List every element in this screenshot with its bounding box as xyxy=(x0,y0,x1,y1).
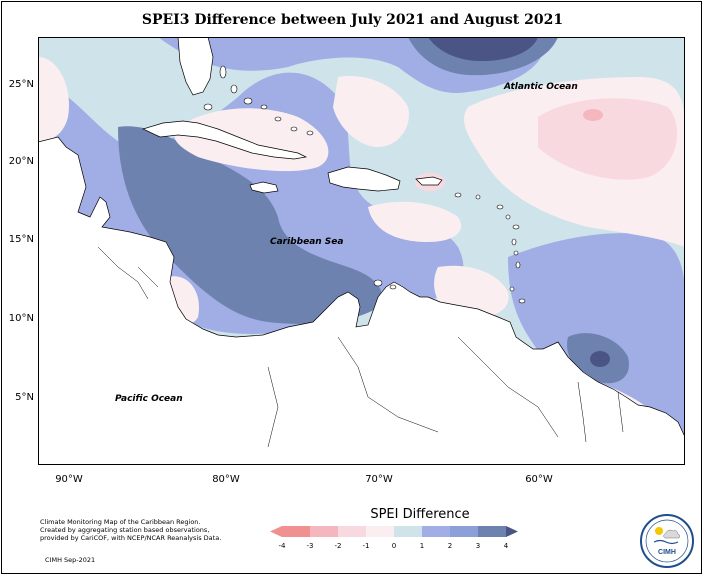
lat-label-20n: 20°N xyxy=(8,156,34,167)
lon-label-60w: 60°W xyxy=(525,474,553,485)
legend-swatch xyxy=(422,526,450,537)
legend-tick-label: 2 xyxy=(448,542,452,550)
caribbean-label: Caribbean Sea xyxy=(270,237,343,247)
map-caption: Climate Monitoring Map of the Caribbean … xyxy=(40,518,221,542)
legend-swatch xyxy=(282,526,310,537)
map-credit: CIMH Sep-2021 xyxy=(45,556,96,564)
logo-text: CIMH xyxy=(658,549,676,556)
legend-tick-label: -1 xyxy=(363,542,370,550)
lat-label-5n: 5°N xyxy=(15,392,34,403)
map-title: SPEI3 Difference between July 2021 and A… xyxy=(141,12,564,28)
legend-arrow-right xyxy=(506,526,518,537)
atlantic-label: Atlantic Ocean xyxy=(503,82,578,92)
pink-zone-atlantic-mid xyxy=(538,98,678,180)
cloud-icon xyxy=(663,529,681,539)
lat-label-10n: 10°N xyxy=(8,313,34,324)
legend-tick-label: -2 xyxy=(335,542,342,550)
land-florida xyxy=(177,37,214,96)
bahamas-islands xyxy=(203,65,314,136)
caption-line: Created by aggregating station based obs… xyxy=(40,526,210,534)
legend-swatch xyxy=(450,526,478,537)
land-cuba xyxy=(142,120,308,160)
legend-arrow-left xyxy=(270,526,282,537)
pink-zone-hispaniola xyxy=(368,201,462,242)
legend-swatch xyxy=(338,526,366,537)
pacific-label: Pacific Ocean xyxy=(115,394,183,404)
legend-ticks: -4 -3 -2 -1 0 1 2 3 4 xyxy=(279,542,509,550)
pink-zone-bahamas xyxy=(333,76,409,147)
lat-label-15n: 15°N xyxy=(8,234,34,245)
land-puerto-rico xyxy=(415,176,443,186)
pink-zone-west-gulf xyxy=(38,57,69,142)
legend-tick-label: -3 xyxy=(307,542,314,550)
land-jamaica xyxy=(249,181,279,194)
legend-swatch xyxy=(310,526,338,537)
lon-label-90w: 90°W xyxy=(55,474,83,485)
spei-map: Atlantic Ocean Caribbean Sea Pacific Oce… xyxy=(38,37,685,465)
legend-tick-label: -4 xyxy=(279,542,287,550)
legend-swatch xyxy=(478,526,506,537)
deepest-zone-north xyxy=(428,37,538,62)
legend-tick-label: 1 xyxy=(420,542,424,550)
color-legend: -4 -3 -2 -1 0 1 2 3 4 xyxy=(270,526,518,550)
caption-line: provided by CariCOF, with NCEP/NCAR Rean… xyxy=(40,534,222,542)
legend-tick-label: 4 xyxy=(504,542,509,550)
legend-swatches xyxy=(270,526,518,537)
caption-line: Climate Monitoring Map of the Caribbean … xyxy=(40,518,201,526)
sun-icon xyxy=(655,527,663,535)
map-border xyxy=(38,37,685,465)
lat-label-25n: 25°N xyxy=(8,79,34,90)
legend-tick-label: 3 xyxy=(476,542,480,550)
pink-zone-atlantic-core xyxy=(583,109,603,121)
legend-tick-label: 0 xyxy=(392,542,396,550)
cimh-logo: CIMH xyxy=(640,514,694,568)
lon-label-70w: 70°W xyxy=(365,474,393,485)
legend-swatch xyxy=(366,526,394,537)
legend-swatch xyxy=(394,526,422,537)
lesser-antilles-islands xyxy=(373,192,526,304)
lon-label-80w: 80°W xyxy=(212,474,240,485)
land-hispaniola xyxy=(327,166,401,192)
country-borders xyxy=(97,246,624,448)
deepest-zone-east xyxy=(590,351,610,367)
dark-zone-caribbean xyxy=(118,126,382,324)
legend-title: SPEI Difference xyxy=(370,507,470,522)
land-central-america xyxy=(38,136,685,465)
